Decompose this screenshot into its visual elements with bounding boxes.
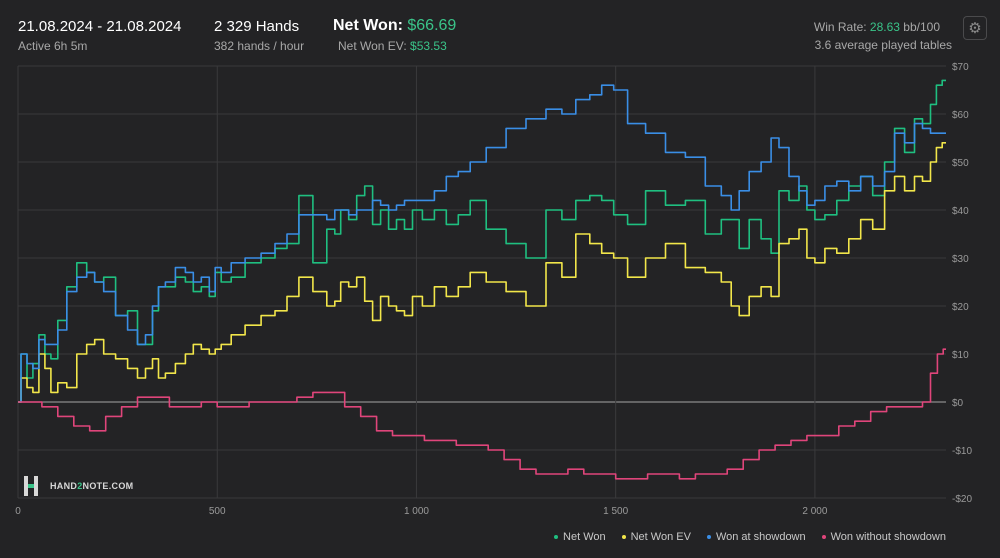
legend-label: Won without showdown — [830, 531, 946, 543]
net-won: Net Won: $66.69 — [333, 17, 456, 35]
win-rate: Win Rate: 28.63 bb/100 — [814, 20, 940, 34]
gear-icon[interactable]: ⚙ — [963, 16, 987, 40]
net-won-ev-value: $53.53 — [410, 39, 447, 53]
y-tick-label: $40 — [952, 206, 969, 217]
hands-rate: 382 hands / hour — [214, 39, 305, 53]
x-tick-label: 0 — [15, 506, 21, 517]
legend-item[interactable]: Won without showdown — [821, 531, 946, 543]
y-tick-label: $70 — [952, 62, 969, 73]
y-axis-ticks: $70 $60 $50 $40 $30 $20 $10 $0 -$10 -$20 — [952, 62, 972, 505]
x-axis-ticks: 0 500 1 000 1 500 2 000 — [15, 506, 828, 517]
legend-dot-icon — [554, 535, 559, 539]
legend-dot-icon — [706, 535, 711, 539]
x-tick-label: 1 000 — [404, 506, 429, 517]
net-won-ev: Net Won EV: $53.53 — [338, 39, 447, 53]
logo-mark-icon — [24, 476, 42, 496]
y-tick-label: $50 — [952, 158, 969, 169]
legend-dot-icon — [621, 535, 626, 539]
gridlines — [17, 65, 946, 499]
win-rate-value: 28.63 — [869, 20, 900, 34]
series-lines — [18, 79, 946, 480]
legend-item[interactable]: Net Won — [554, 531, 606, 543]
legend-item[interactable]: Won at showdown — [706, 531, 806, 543]
legend-label: Net Won — [563, 531, 606, 543]
y-tick-label: -$20 — [952, 494, 972, 505]
series-line-net-won-ev — [18, 142, 946, 403]
legend-item[interactable]: Net Won EV — [621, 531, 691, 543]
y-tick-label: $0 — [952, 398, 964, 409]
header: 21.08.2024 - 21.08.2024 Active 6h 5m 2 3… — [0, 0, 1000, 60]
win-rate-unit: bb/100 — [903, 20, 940, 34]
legend-dot-icon — [821, 535, 826, 539]
x-tick-label: 2 000 — [802, 506, 827, 517]
logo-text: HAND2NOTE.COM — [50, 481, 134, 491]
net-won-value: $66.69 — [407, 17, 457, 34]
date-range: 21.08.2024 - 21.08.2024 — [18, 18, 182, 35]
chart-legend: Net Won Net Won EV Won at showdown Won with… — [538, 531, 946, 543]
x-tick-label: 1 500 — [603, 506, 628, 517]
net-won-label: Net Won: — [333, 17, 403, 34]
legend-label: Won at showdown — [715, 531, 806, 543]
series-line-won-without-showdown — [18, 348, 946, 480]
y-tick-label: $60 — [952, 110, 969, 121]
y-tick-label: $10 — [952, 350, 969, 361]
average-tables: 3.6 average played tables — [814, 38, 952, 52]
legend-label: Net Won EV — [630, 531, 691, 543]
active-time: Active 6h 5m — [18, 39, 88, 53]
x-tick-label: 500 — [209, 506, 226, 517]
net-won-ev-label: Net Won EV: — [338, 39, 407, 53]
series-line-won-at-showdown — [18, 84, 946, 403]
y-tick-label: $30 — [952, 254, 969, 265]
y-tick-label: -$10 — [952, 446, 972, 457]
win-rate-label: Win Rate: — [813, 20, 867, 34]
y-tick-label: $20 — [952, 302, 969, 313]
hand2note-logo: HAND2NOTE.COM — [24, 476, 133, 496]
hands-count: 2 329 Hands — [214, 18, 300, 35]
